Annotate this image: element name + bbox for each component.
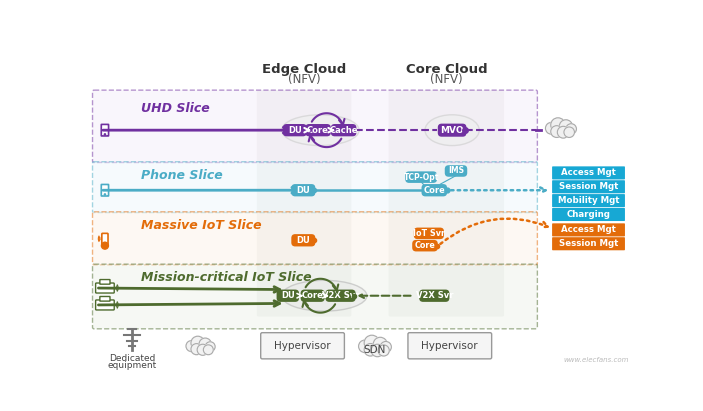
FancyBboxPatch shape <box>414 228 444 239</box>
Circle shape <box>550 118 565 132</box>
Circle shape <box>373 337 387 351</box>
FancyBboxPatch shape <box>331 124 356 136</box>
FancyBboxPatch shape <box>301 290 325 302</box>
Circle shape <box>566 124 576 134</box>
Text: V2X Svr: V2X Svr <box>415 291 453 300</box>
Text: Phone Slice: Phone Slice <box>141 169 222 182</box>
Text: Core: Core <box>302 291 323 300</box>
Text: Session Mgt: Session Mgt <box>559 182 618 191</box>
Text: www.elecfans.com: www.elecfans.com <box>563 358 628 363</box>
Circle shape <box>564 127 574 137</box>
Text: Cache: Cache <box>330 126 358 135</box>
Circle shape <box>359 340 371 353</box>
Text: DU: DU <box>297 186 310 195</box>
Circle shape <box>364 344 377 356</box>
FancyBboxPatch shape <box>325 290 356 302</box>
Circle shape <box>191 344 202 355</box>
FancyBboxPatch shape <box>101 125 108 136</box>
FancyBboxPatch shape <box>100 296 110 301</box>
FancyBboxPatch shape <box>257 90 352 316</box>
Circle shape <box>364 335 380 351</box>
Text: Mobility Mgt: Mobility Mgt <box>557 196 619 205</box>
Text: (NFV): (NFV) <box>288 73 321 86</box>
FancyBboxPatch shape <box>305 124 331 136</box>
Text: Core: Core <box>423 186 445 195</box>
FancyBboxPatch shape <box>552 223 625 236</box>
FancyBboxPatch shape <box>552 237 625 250</box>
Ellipse shape <box>282 115 359 145</box>
FancyBboxPatch shape <box>93 162 537 212</box>
Circle shape <box>380 342 392 353</box>
Text: TCP-Opt: TCP-Opt <box>404 173 439 182</box>
Text: Access Mgt: Access Mgt <box>561 225 616 234</box>
FancyBboxPatch shape <box>291 184 316 196</box>
FancyBboxPatch shape <box>96 283 114 293</box>
Circle shape <box>191 336 205 350</box>
Text: Core: Core <box>307 126 329 135</box>
FancyBboxPatch shape <box>101 185 108 196</box>
Text: Massive IoT Slice: Massive IoT Slice <box>141 219 262 232</box>
Circle shape <box>550 126 562 137</box>
FancyBboxPatch shape <box>291 234 316 247</box>
Circle shape <box>186 341 197 352</box>
Circle shape <box>560 120 572 133</box>
Text: Core: Core <box>415 241 435 250</box>
Text: Charging: Charging <box>567 210 610 219</box>
Circle shape <box>104 194 105 195</box>
Text: (NFV): (NFV) <box>430 73 463 86</box>
FancyBboxPatch shape <box>100 279 110 284</box>
Text: DU: DU <box>288 126 302 135</box>
Text: Mission-critical IoT Slice: Mission-critical IoT Slice <box>141 271 311 284</box>
Text: Hypervisor: Hypervisor <box>274 341 331 351</box>
Ellipse shape <box>282 280 367 311</box>
FancyBboxPatch shape <box>276 290 299 302</box>
Circle shape <box>546 122 557 134</box>
Text: Access Mgt: Access Mgt <box>561 169 616 178</box>
FancyBboxPatch shape <box>93 212 537 265</box>
Text: DU: DU <box>281 291 295 300</box>
Ellipse shape <box>425 115 479 145</box>
FancyBboxPatch shape <box>552 208 625 221</box>
FancyBboxPatch shape <box>438 124 467 137</box>
Text: Hypervisor: Hypervisor <box>422 341 478 351</box>
Circle shape <box>104 134 105 135</box>
Text: Session Mgt: Session Mgt <box>559 239 618 248</box>
Text: UHD Slice: UHD Slice <box>141 102 209 115</box>
FancyBboxPatch shape <box>261 332 344 359</box>
Text: MVO: MVO <box>440 126 464 135</box>
FancyBboxPatch shape <box>552 166 625 180</box>
Text: V2X Svr: V2X Svr <box>322 291 359 300</box>
FancyBboxPatch shape <box>389 90 504 316</box>
Circle shape <box>557 126 569 138</box>
FancyBboxPatch shape <box>93 264 537 329</box>
Circle shape <box>101 242 108 249</box>
Text: DU: DU <box>297 236 310 245</box>
FancyBboxPatch shape <box>552 194 625 207</box>
Circle shape <box>378 345 389 356</box>
Circle shape <box>203 345 213 355</box>
FancyBboxPatch shape <box>283 124 307 136</box>
Text: IMS: IMS <box>448 166 464 175</box>
Text: Core Cloud: Core Cloud <box>406 63 487 76</box>
FancyBboxPatch shape <box>552 180 625 193</box>
Text: SDN: SDN <box>363 344 386 355</box>
Circle shape <box>205 342 215 352</box>
FancyBboxPatch shape <box>422 184 447 196</box>
FancyBboxPatch shape <box>445 165 467 177</box>
FancyBboxPatch shape <box>93 90 537 162</box>
Text: equipment: equipment <box>108 361 157 370</box>
FancyBboxPatch shape <box>412 240 438 252</box>
Text: Edge Cloud: Edge Cloud <box>262 63 346 76</box>
FancyBboxPatch shape <box>408 332 491 359</box>
Circle shape <box>197 344 208 356</box>
Circle shape <box>371 344 384 357</box>
FancyBboxPatch shape <box>102 233 108 245</box>
FancyBboxPatch shape <box>96 300 114 310</box>
Text: Dedicated: Dedicated <box>109 354 155 363</box>
Text: IoT Svr: IoT Svr <box>413 229 445 238</box>
Circle shape <box>199 338 212 351</box>
FancyBboxPatch shape <box>405 171 437 183</box>
FancyBboxPatch shape <box>419 290 449 302</box>
